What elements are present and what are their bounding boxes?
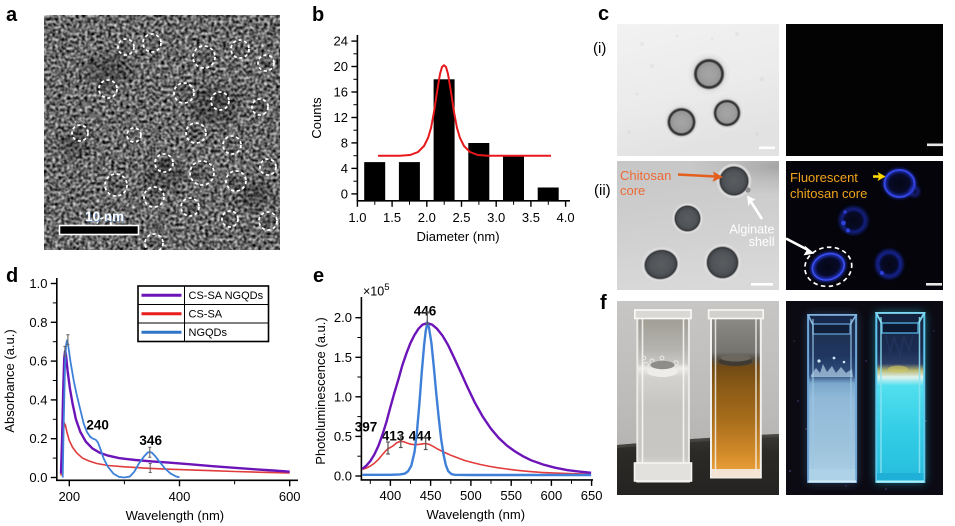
svg-text:0.0: 0.0	[334, 469, 352, 484]
svg-text:0: 0	[341, 186, 348, 201]
svg-text:1.5: 1.5	[334, 350, 352, 365]
svg-text:1.0: 1.0	[29, 276, 47, 291]
svg-text:Wavelength (nm): Wavelength (nm)	[427, 507, 526, 522]
svg-text:4.0: 4.0	[557, 210, 575, 225]
svg-text:600: 600	[279, 489, 301, 504]
svg-text:CS-SA: CS-SA	[189, 309, 223, 321]
svg-text:2.5: 2.5	[452, 210, 470, 225]
svg-text:1.5: 1.5	[383, 210, 401, 225]
svg-text:shell: shell	[749, 235, 775, 249]
svg-text:chitosan core: chitosan core	[790, 186, 867, 201]
svg-text:450: 450	[420, 488, 442, 503]
svg-text:20: 20	[334, 59, 348, 74]
svg-text:600: 600	[541, 488, 563, 503]
svg-text:10 nm: 10 nm	[86, 210, 125, 225]
svg-text:500: 500	[460, 488, 482, 503]
svg-text:Wavelength (nm): Wavelength (nm)	[126, 508, 225, 523]
svg-text:397: 397	[355, 420, 378, 435]
svg-text:400: 400	[380, 488, 402, 503]
svg-text:12: 12	[334, 110, 348, 125]
svg-text:4: 4	[341, 161, 348, 176]
svg-text:Fluorescent: Fluorescent	[790, 170, 858, 185]
svg-text:core: core	[620, 183, 645, 198]
svg-text:200: 200	[58, 489, 80, 504]
svg-text:Chitosan: Chitosan	[620, 168, 671, 183]
svg-text:0.2: 0.2	[29, 431, 47, 446]
svg-text:2.0: 2.0	[418, 210, 436, 225]
svg-text:550: 550	[500, 488, 522, 503]
svg-text:400: 400	[169, 489, 191, 504]
svg-text:240: 240	[86, 418, 109, 433]
svg-text:8: 8	[341, 135, 348, 150]
svg-text:0.0: 0.0	[29, 470, 47, 485]
svg-text:0.5: 0.5	[334, 429, 352, 444]
svg-text:3.0: 3.0	[487, 210, 505, 225]
svg-text:NGQDs: NGQDs	[189, 327, 228, 339]
svg-text:0.8: 0.8	[29, 315, 47, 330]
svg-text:Alginate: Alginate	[729, 223, 774, 237]
svg-text:Counts: Counts	[309, 97, 324, 139]
svg-text:0.6: 0.6	[29, 354, 47, 369]
svg-text:CS-SA NGQDs: CS-SA NGQDs	[189, 290, 264, 302]
svg-text:413: 413	[382, 429, 405, 444]
svg-text:1.0: 1.0	[348, 210, 366, 225]
svg-text:1.0: 1.0	[334, 389, 352, 404]
svg-text:Absorbance (a.u.): Absorbance (a.u.)	[2, 329, 17, 432]
svg-text:650: 650	[581, 488, 603, 503]
svg-text:×105: ×105	[363, 282, 390, 299]
svg-text:346: 346	[139, 433, 162, 448]
svg-text:446: 446	[414, 304, 437, 319]
svg-text:Diameter (nm): Diameter (nm)	[416, 229, 499, 244]
svg-text:2.0: 2.0	[334, 310, 352, 325]
svg-text:3.5: 3.5	[522, 210, 540, 225]
svg-text:10 nm: 10 nm	[85, 209, 124, 224]
svg-text:0.4: 0.4	[29, 392, 47, 407]
svg-text:444: 444	[409, 429, 432, 444]
svg-text:16: 16	[334, 85, 348, 100]
svg-text:24: 24	[334, 34, 348, 49]
svg-text:Photoluminescence (a.u.): Photoluminescence (a.u.)	[313, 317, 328, 464]
